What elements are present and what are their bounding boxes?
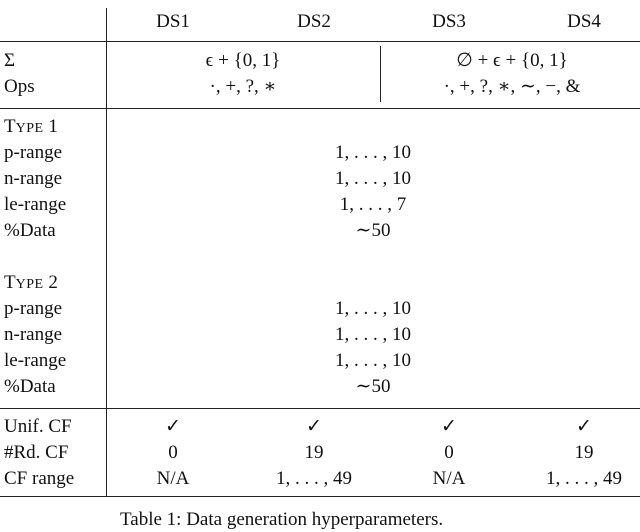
type1-n-range-value: 1, . . . , 10: [335, 168, 411, 189]
cf-range-ds4: 1, . . . , 49: [546, 468, 622, 489]
cf-range-ds2: 1, . . . , 49: [276, 468, 352, 489]
unif-cf-ds2: ✓: [306, 416, 322, 437]
type1-title-initial: T: [4, 116, 16, 137]
column-header-ds4: DS4: [567, 11, 601, 32]
type2-title-initial: T: [4, 272, 16, 293]
rd-cf-ds1: 0: [168, 442, 178, 463]
ops-ds12: ·, +, ?, ∗: [209, 76, 277, 97]
row-label-cf-range: CF range: [4, 468, 75, 489]
table-caption: Table 1: Data generation hyperparameters…: [120, 509, 444, 530]
ops-ds34: ·, +, ?, ∗, ∼, −, &: [443, 76, 581, 97]
type2-title-rest: YPE: [15, 277, 44, 292]
type1-title: TYPE 1: [4, 115, 58, 141]
cf-range-ds1: N/A: [156, 468, 190, 489]
type1-p-range-label: p-range: [4, 142, 63, 163]
type1-title-rest: YPE: [15, 121, 44, 136]
unif-cf-ds1: ✓: [165, 416, 181, 437]
type2-n-range-label: n-range: [4, 324, 63, 345]
type1-data-label: %Data: [4, 220, 56, 241]
type2-data-label: %Data: [4, 376, 56, 397]
type2-title: TYPE 2: [4, 271, 58, 297]
type1-title-num: 1: [48, 116, 58, 137]
cf-rule: [0, 408, 640, 409]
rd-cf-ds3: 0: [444, 442, 454, 463]
ds-group-separator: [380, 46, 381, 102]
unif-cf-ds4: ✓: [576, 416, 592, 437]
type1-n-range-label: n-range: [4, 168, 63, 189]
ops-rule: [0, 108, 640, 109]
type1-p-range-value: 1, . . . , 10: [335, 142, 411, 163]
rd-cf-ds2: 19: [304, 442, 324, 463]
column-header-ds1: DS1: [156, 11, 190, 32]
type2-le-range-label: le-range: [4, 350, 67, 371]
label-column-separator: [106, 8, 107, 496]
type1-le-range-value: 1, . . . , 7: [339, 194, 407, 215]
unif-cf-ds3: ✓: [441, 416, 457, 437]
type2-p-range-value: 1, . . . , 10: [335, 298, 411, 319]
row-label-ops: Ops: [4, 76, 35, 97]
rd-cf-ds4: 19: [574, 442, 594, 463]
alphabet-ds12: ϵ + {0, 1}: [205, 50, 281, 71]
type2-le-range-value: 1, . . . , 10: [335, 350, 411, 371]
alphabet-ds34: ∅ + ϵ + {0, 1}: [456, 50, 568, 71]
column-header-ds2: DS2: [297, 11, 331, 32]
type2-n-range-value: 1, . . . , 10: [335, 324, 411, 345]
type2-p-range-label: p-range: [4, 298, 63, 319]
row-label-unif-cf: Unif. CF: [4, 416, 72, 437]
row-label-rd-cf: #Rd. CF: [4, 442, 69, 463]
cf-range-ds3: N/A: [432, 468, 466, 489]
header-rule: [0, 41, 640, 42]
type1-le-range-label: le-range: [4, 194, 67, 215]
row-label-alphabet: Σ: [4, 50, 16, 71]
column-header-ds3: DS3: [432, 11, 466, 32]
type1-data-value: ∼50: [355, 220, 391, 241]
bottom-rule: [0, 496, 640, 497]
type2-title-num: 2: [48, 272, 58, 293]
type2-data-value: ∼50: [355, 376, 391, 397]
